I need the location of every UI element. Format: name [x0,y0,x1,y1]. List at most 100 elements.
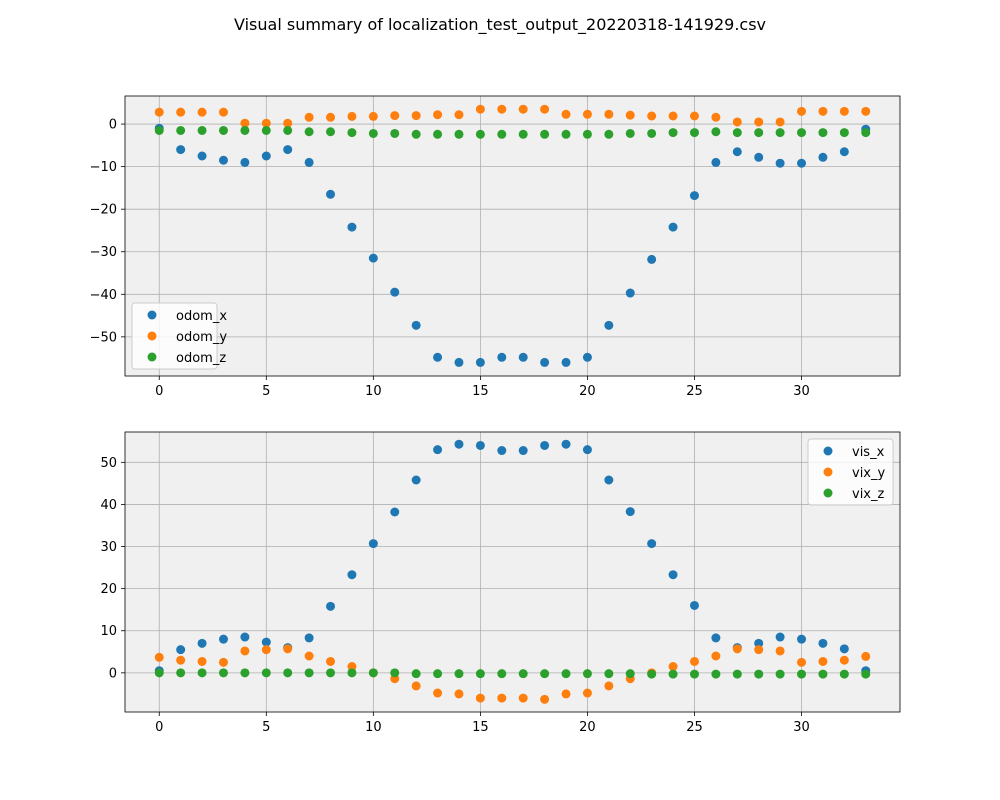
data-point-odom_y [732,117,742,127]
data-point-vis_x [518,446,528,456]
x-tick-label: 0 [155,720,163,735]
x-tick-label: 5 [262,384,270,399]
data-point-vis_x [240,632,250,642]
data-point-vis_x [390,507,400,517]
data-point-vis_x [475,440,485,450]
data-point-odom_x [368,253,378,263]
data-point-odom_x [711,157,721,167]
legend-marker-vix_z [823,488,833,498]
data-point-odom_y [454,110,464,120]
data-point-vix_z [625,669,635,679]
y-tick-label: −30 [90,245,117,260]
y-tick-label: 0 [109,666,117,681]
data-point-odom_y [218,107,228,117]
data-point-odom_x [475,357,485,367]
x-tick-label: 25 [686,384,703,399]
legend: odom_x odom_y odom_z [131,302,227,370]
data-point-odom_y [433,110,443,120]
data-point-odom_x [818,152,828,162]
data-point-odom_y [861,106,871,116]
data-point-vix_z [818,669,828,679]
data-point-odom_z [390,128,400,138]
data-point-vix_y [839,655,849,665]
data-point-vix_y [347,662,357,672]
data-point-odom_z [497,129,507,139]
data-point-odom_z [711,127,721,137]
data-point-odom_x [647,254,657,264]
data-point-odom_z [775,128,785,138]
data-point-odom_y [240,118,250,128]
data-point-odom_z [604,129,614,139]
x-tick-label: 25 [686,720,703,735]
data-point-vix_z [261,668,271,678]
data-point-odom_z [475,129,485,139]
data-point-odom_x [326,189,336,199]
data-point-odom_y [390,111,400,121]
data-point-vis_x [197,638,207,648]
y-tick-label: −10 [90,160,117,175]
x-tick-label: 20 [579,384,596,399]
data-point-odom_x [390,287,400,297]
data-point-vix_z [647,669,657,679]
x-tick-label: 30 [793,720,810,735]
data-point-vix_z [775,669,785,679]
data-point-vis_x [561,439,571,449]
data-point-vix_z [326,668,336,678]
data-point-odom_x [304,157,314,167]
data-point-vix_z [283,668,293,678]
data-point-odom_z [518,129,528,139]
legend-label-odom_y: odom_y [176,330,227,345]
data-point-odom_y [647,111,657,121]
y-tick-label: 40 [100,498,117,513]
data-point-vix_z [689,669,699,679]
data-point-vix_z [540,669,550,679]
data-point-vix_z [454,669,464,679]
data-point-odom_z [197,125,207,135]
legend-label-vix_y: vix_y [852,466,885,481]
data-point-vis_x [647,539,657,549]
data-point-odom_x [197,151,207,161]
data-point-odom_y [754,117,764,127]
data-point-vis_x [582,445,592,455]
y-tick-label: 10 [100,624,117,639]
data-point-vix_y [411,681,421,691]
data-point-odom_x [176,145,186,155]
data-point-vis_x [839,644,849,654]
legend-marker-odom_x [147,310,157,320]
data-point-odom_z [154,125,164,135]
data-point-vix_y [540,694,550,704]
data-point-vix_z [304,668,314,678]
data-point-odom_x [433,352,443,362]
x-tick-label: 20 [579,720,596,735]
data-point-odom_y [625,110,635,120]
x-tick-label: 15 [472,384,489,399]
data-point-odom_x [668,222,678,232]
data-point-odom_y [604,109,614,119]
data-point-odom_z [861,128,871,138]
data-point-vix_y [689,656,699,666]
data-point-vix_y [561,689,571,699]
legend-marker-odom_z [147,352,157,362]
data-point-odom_x [347,222,357,232]
data-point-odom_z [368,128,378,138]
data-point-vix_y [261,645,271,655]
data-point-vix_z [197,668,207,678]
data-point-vix_z [411,669,421,679]
data-point-vix_y [668,662,678,672]
y-tick-label: 0 [109,118,117,133]
data-point-vix_z [711,669,721,679]
data-point-odom_x [240,157,250,167]
data-point-odom_z [304,127,314,137]
axes-frame [124,95,901,377]
data-point-odom_z [818,128,828,138]
data-point-odom_x [582,352,592,362]
data-point-vis_x [368,539,378,549]
data-point-vix_y [475,693,485,703]
data-point-vix_z [754,669,764,679]
legend-box [131,302,218,370]
data-point-odom_y [775,117,785,127]
data-point-odom_z [647,128,657,138]
data-point-vix_y [818,656,828,666]
data-point-odom_y [561,109,571,119]
data-point-odom_z [540,129,550,139]
